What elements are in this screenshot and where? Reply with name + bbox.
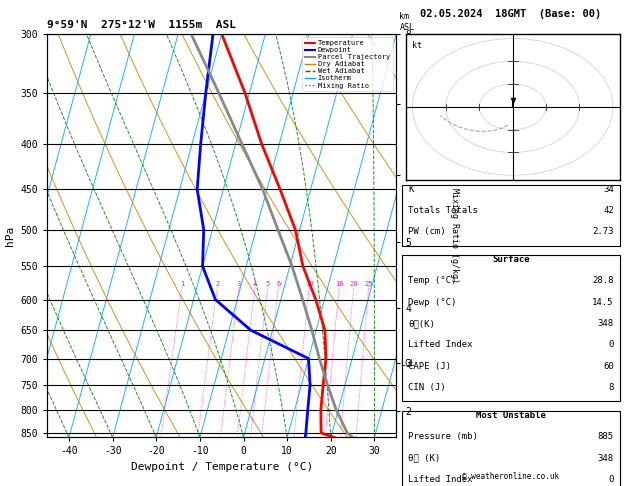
Text: 6: 6 — [276, 280, 281, 287]
Text: Totals Totals: Totals Totals — [408, 206, 478, 215]
Text: 10: 10 — [305, 280, 314, 287]
Text: CAPE (J): CAPE (J) — [408, 362, 452, 371]
Text: 60: 60 — [603, 362, 614, 371]
Text: 885: 885 — [598, 432, 614, 441]
Text: km
ASL: km ASL — [399, 12, 415, 32]
Text: Lifted Index: Lifted Index — [408, 341, 473, 349]
Text: K: K — [408, 185, 414, 194]
Text: LCL: LCL — [400, 359, 415, 368]
Text: 4: 4 — [253, 280, 257, 287]
Text: 348: 348 — [598, 319, 614, 328]
Text: 2.73: 2.73 — [593, 227, 614, 236]
Text: kt: kt — [413, 41, 423, 50]
Text: 9°59'N  275°12'W  1155m  ASL: 9°59'N 275°12'W 1155m ASL — [47, 20, 236, 31]
Text: 0: 0 — [608, 475, 614, 484]
Text: 20: 20 — [350, 280, 358, 287]
Text: Temp (°C): Temp (°C) — [408, 277, 457, 285]
Text: Lifted Index: Lifted Index — [408, 475, 473, 484]
Y-axis label: hPa: hPa — [5, 226, 15, 246]
Legend: Temperature, Dewpoint, Parcel Trajectory, Dry Adiabat, Wet Adiabat, Isotherm, Mi: Temperature, Dewpoint, Parcel Trajectory… — [302, 37, 392, 91]
Text: 348: 348 — [598, 453, 614, 463]
Bar — [402, 255, 620, 401]
Text: 28.8: 28.8 — [593, 277, 614, 285]
Bar — [402, 185, 620, 245]
Y-axis label: Mixing Ratio (g/kg): Mixing Ratio (g/kg) — [450, 188, 459, 283]
Text: 42: 42 — [603, 206, 614, 215]
Text: 2: 2 — [215, 280, 220, 287]
Text: θᴄ(K): θᴄ(K) — [408, 319, 435, 328]
Text: PW (cm): PW (cm) — [408, 227, 446, 236]
Text: 25: 25 — [364, 280, 373, 287]
Text: 1: 1 — [180, 280, 184, 287]
Text: θᴄ (K): θᴄ (K) — [408, 453, 440, 463]
Text: CIN (J): CIN (J) — [408, 383, 446, 392]
Text: 16: 16 — [335, 280, 343, 287]
Text: 3: 3 — [237, 280, 241, 287]
Text: Pressure (mb): Pressure (mb) — [408, 432, 478, 441]
Text: Most Unstable: Most Unstable — [476, 411, 546, 420]
Text: 0: 0 — [608, 341, 614, 349]
Text: 34: 34 — [603, 185, 614, 194]
X-axis label: Dewpoint / Temperature (°C): Dewpoint / Temperature (°C) — [131, 462, 313, 472]
Text: Dewp (°C): Dewp (°C) — [408, 298, 457, 307]
Text: 8: 8 — [608, 383, 614, 392]
Text: © weatheronline.co.uk: © weatheronline.co.uk — [462, 472, 560, 481]
Text: Surface: Surface — [493, 255, 530, 264]
Text: 02.05.2024  18GMT  (Base: 00): 02.05.2024 18GMT (Base: 00) — [420, 9, 602, 19]
Text: 5: 5 — [265, 280, 270, 287]
Text: 14.5: 14.5 — [593, 298, 614, 307]
Bar — [402, 411, 620, 486]
